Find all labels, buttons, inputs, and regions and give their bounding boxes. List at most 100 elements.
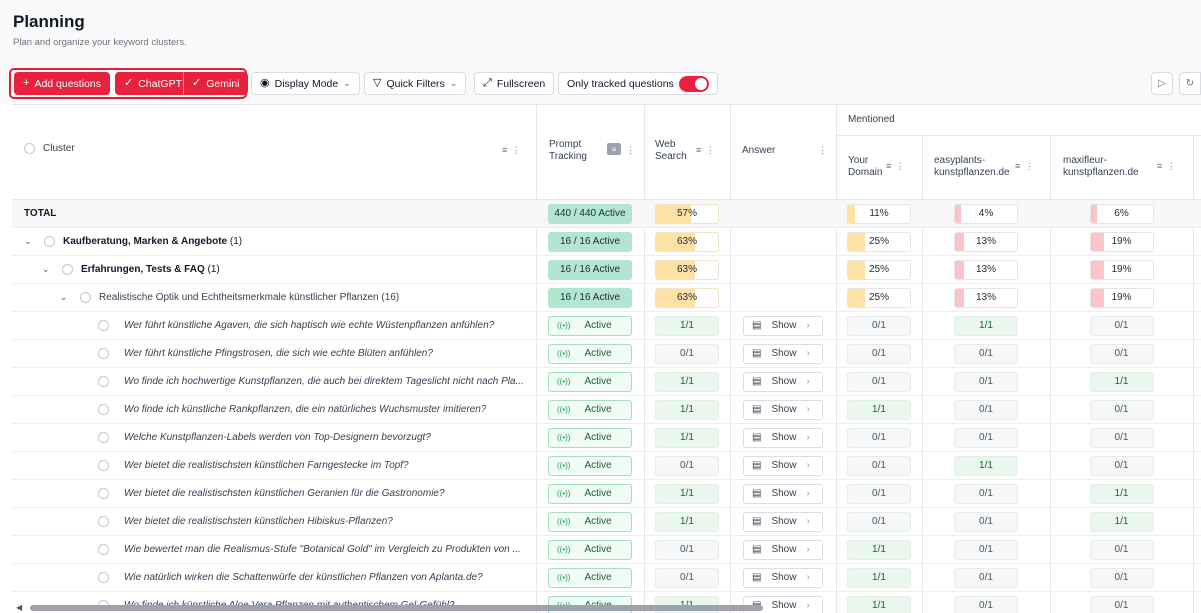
question-row[interactable]: Wer bietet die realistischsten künstlich… xyxy=(12,452,1201,480)
row-checkbox[interactable] xyxy=(98,460,109,471)
show-answer-button[interactable]: ▤Show› xyxy=(743,539,823,560)
your-domain-filter-icon[interactable]: ≡ ⋮ xyxy=(886,161,906,171)
message-icon: ▤ xyxy=(752,460,762,471)
cluster-header-label: Cluster xyxy=(43,143,75,154)
question-text: Wer bietet die realistischsten künstlich… xyxy=(124,488,445,499)
question-row[interactable]: Wer führt künstliche Pfingstrosen, die s… xyxy=(12,340,1201,368)
question-row[interactable]: Wer bietet die realistischsten künstlich… xyxy=(12,508,1201,536)
web-search-fill xyxy=(656,260,696,279)
show-answer-button[interactable]: ▤Show› xyxy=(743,399,823,420)
your-domain-result: 0/1 xyxy=(847,483,911,504)
your-domain-result: 0/1 xyxy=(847,511,911,532)
message-icon: ▤ xyxy=(752,516,762,527)
tracking-active-toggle[interactable]: ((•))Active xyxy=(548,567,632,588)
row-checkbox[interactable] xyxy=(98,320,109,331)
show-answer-button[interactable]: ▤Show› xyxy=(743,315,823,336)
tracking-active-toggle[interactable]: ((•))Active xyxy=(548,399,632,420)
row-checkbox[interactable] xyxy=(98,376,109,387)
gemini-label: Gemini xyxy=(206,77,240,90)
question-text: Wo finde ich hochwertige Kunstpflanzen, … xyxy=(124,376,524,387)
show-answer-button[interactable]: ▤Show› xyxy=(743,371,823,392)
easyplants-result: 0/1 xyxy=(954,427,1018,448)
tracking-active-toggle[interactable]: ((•))Active xyxy=(548,343,632,364)
question-row[interactable]: Welche Kunstpflanzen-Labels werden von T… xyxy=(12,424,1201,452)
chevron-right-icon: › xyxy=(806,404,810,415)
show-answer-button[interactable]: ▤Show› xyxy=(743,511,823,532)
total-row[interactable]: TOTAL 440 / 440 Active 57% 11% 4% 6% xyxy=(12,200,1201,228)
row-checkbox[interactable] xyxy=(98,348,109,359)
chatgpt-toggle-button[interactable]: ✓ ChatGPT xyxy=(115,72,191,95)
cluster-filter-icon[interactable]: ≡ ⋮ xyxy=(502,145,522,155)
row-checkbox[interactable] xyxy=(98,432,109,443)
tracking-active-toggle[interactable]: ((•))Active xyxy=(548,427,632,448)
question-row[interactable]: Wo finde ich hochwertige Kunstpflanzen, … xyxy=(12,368,1201,396)
your-domain-mention-bar xyxy=(848,204,855,223)
your-domain-result: 0/1 xyxy=(847,343,911,364)
row-checkbox[interactable] xyxy=(98,572,109,583)
tracking-active-toggle[interactable]: ((•))Active xyxy=(548,371,632,392)
show-answer-button[interactable]: ▤Show› xyxy=(743,595,823,613)
fullscreen-label: Fullscreen xyxy=(496,77,546,90)
row-checkbox[interactable] xyxy=(98,516,109,527)
filter-active-icon[interactable]: ≡ xyxy=(607,143,621,155)
add-questions-button[interactable]: + Add questions xyxy=(14,72,110,95)
scroll-left-icon[interactable]: ◀ xyxy=(16,603,23,612)
chevron-down-icon[interactable]: ⌄ xyxy=(60,292,68,302)
easyplants-result: 0/1 xyxy=(954,399,1018,420)
cluster-header[interactable]: Cluster xyxy=(24,143,75,154)
easyplants-filter-icon[interactable]: ≡ ⋮ xyxy=(1015,161,1035,171)
web-search-filter-icon[interactable]: ≡ ⋮ xyxy=(696,145,716,155)
more-icon[interactable]: ⋮ xyxy=(626,145,636,155)
easyplants-header: easyplants- kunstpflanzen.de xyxy=(934,155,1010,178)
question-row[interactable]: Wer bietet die realistischsten künstlich… xyxy=(12,480,1201,508)
cluster-row[interactable]: ⌄ Erfahrungen, Tests & FAQ (1) 16 / 16 Act… xyxy=(12,256,1201,284)
question-row[interactable]: Wo finde ich künstliche Rankpflanzen, di… xyxy=(12,396,1201,424)
message-icon: ▤ xyxy=(752,348,762,359)
answer-more-icon[interactable]: ⋮ xyxy=(818,145,828,155)
plus-icon: + xyxy=(23,77,30,89)
show-answer-button[interactable]: ▤Show› xyxy=(743,427,823,448)
radio-signal-icon: ((•)) xyxy=(557,349,571,358)
select-all-checkbox[interactable] xyxy=(24,143,35,154)
show-answer-button[interactable]: ▤Show› xyxy=(743,567,823,588)
your-domain-mention: 25% xyxy=(847,259,911,280)
row-checkbox[interactable] xyxy=(62,264,73,275)
row-checkbox[interactable] xyxy=(98,488,109,499)
cluster-label: TOTAL xyxy=(24,208,57,219)
show-answer-button[interactable]: ▤Show› xyxy=(743,483,823,504)
play-icon[interactable]: ▷ xyxy=(1151,72,1173,95)
show-answer-button[interactable]: ▤Show› xyxy=(743,343,823,364)
fullscreen-button[interactable]: ⤢ Fullscreen xyxy=(474,72,555,95)
only-tracked-label: Only tracked questions xyxy=(567,77,674,90)
tracking-active-toggle[interactable]: ((•))Active xyxy=(548,511,632,532)
maxifleur-result: 1/1 xyxy=(1089,371,1154,392)
show-answer-button[interactable]: ▤Show› xyxy=(743,455,823,476)
row-checkbox[interactable] xyxy=(44,236,55,247)
message-icon: ▤ xyxy=(752,376,762,387)
your-domain-result: 0/1 xyxy=(847,371,911,392)
question-row[interactable]: Wie bewertet man die Realismus-Stufe "Bo… xyxy=(12,536,1201,564)
refresh-icon[interactable]: ↻ xyxy=(1179,72,1201,95)
gemini-toggle-button[interactable]: ✓ Gemini xyxy=(183,72,249,95)
display-mode-button[interactable]: ◉ Display Mode ⌄ xyxy=(251,72,360,95)
eye-icon: ◉ xyxy=(260,77,270,89)
chevron-down-icon[interactable]: ⌄ xyxy=(42,264,50,274)
only-tracked-toggle[interactable]: Only tracked questions xyxy=(558,72,718,95)
tracking-active-toggle[interactable]: ((•))Active xyxy=(548,539,632,560)
tracking-active-toggle[interactable]: ((•))Active xyxy=(548,483,632,504)
cluster-row[interactable]: ⌄ Realistische Optik und Echtheitsmerkmal… xyxy=(12,284,1201,312)
chevron-down-icon[interactable]: ⌄ xyxy=(24,236,32,246)
row-checkbox[interactable] xyxy=(98,404,109,415)
tracking-active-toggle[interactable]: ((•))Active xyxy=(548,315,632,336)
toggle-switch[interactable] xyxy=(678,75,709,92)
question-text: Wo finde ich künstliche Rankpflanzen, di… xyxy=(124,404,487,415)
row-checkbox[interactable] xyxy=(80,292,91,303)
horizontal-scrollbar[interactable] xyxy=(30,605,763,611)
maxifleur-filter-icon[interactable]: ≡ ⋮ xyxy=(1157,161,1177,171)
cluster-row[interactable]: ⌄ Kaufberatung, Marken & Angebote (1) 16 /… xyxy=(12,228,1201,256)
quick-filters-button[interactable]: ▽ Quick Filters ⌄ xyxy=(364,72,467,95)
row-checkbox[interactable] xyxy=(98,544,109,555)
question-row[interactable]: Wer führt künstliche Agaven, die sich ha… xyxy=(12,312,1201,340)
tracking-active-toggle[interactable]: ((•))Active xyxy=(548,455,632,476)
question-row[interactable]: Wie natürlich wirken die Schattenwürfe d… xyxy=(12,564,1201,592)
